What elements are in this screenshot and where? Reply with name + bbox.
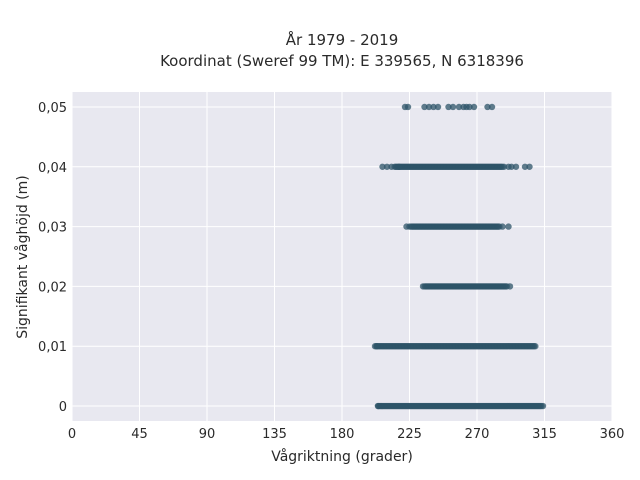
x-axis-label: Vågriktning (grader) [271,448,413,465]
data-point [539,402,547,410]
x-tick-label: 180 [330,427,355,442]
x-tick-label: 45 [131,427,148,442]
x-tick-labels: 0 45 90 135 180 225 270 315 360 [68,427,625,442]
data-point [388,163,395,170]
data-point [430,103,437,111]
x-tick-label: 315 [532,427,557,442]
data-point [445,103,452,111]
chart-title: År 1979 - 2019 [286,30,399,49]
data-point [383,163,391,170]
y-tick-label: 0,05 [38,101,67,116]
data-point [373,343,380,350]
data-point [506,283,514,290]
y-axis-label: Signifikant våghöjd (m) [14,175,31,338]
chart-subtitle: Koordinat (Sweref 99 TM): E 339565, N 63… [160,52,524,70]
y-tick-label: 0,03 [38,221,67,236]
data-point [526,163,533,170]
data-point [404,103,412,111]
x-tick-label: 360 [600,427,625,442]
data-point [521,163,529,170]
data-point [488,103,496,111]
x-tick-label: 0 [68,427,76,442]
data-point [499,223,506,230]
y-tick-label: 0,04 [38,161,67,176]
data-point [449,103,457,111]
data-points [371,103,547,410]
y-tick-label: 0,02 [38,280,67,295]
data-point [379,163,386,170]
y-tick-labels: 0 0,01 0,02 0,03 0,04 0,05 [38,101,67,415]
data-point [505,223,512,230]
data-point [406,223,413,230]
x-tick-label: 225 [397,427,422,442]
data-point [421,103,428,111]
x-tick-label: 270 [465,427,490,442]
x-tick-label: 90 [199,427,216,442]
data-point [470,103,478,111]
data-point [532,343,539,350]
data-point [374,402,382,410]
data-point [434,103,442,111]
data-point [500,163,508,170]
y-tick-label: 0 [59,400,67,415]
data-point [419,283,427,290]
data-point [484,103,491,111]
data-point [425,103,433,111]
data-point [466,103,473,111]
y-tick-label: 0,01 [38,340,67,355]
data-point [455,103,463,111]
data-point [512,163,520,170]
x-tick-label: 135 [262,427,287,442]
data-point [395,163,403,170]
data-point [508,163,515,170]
